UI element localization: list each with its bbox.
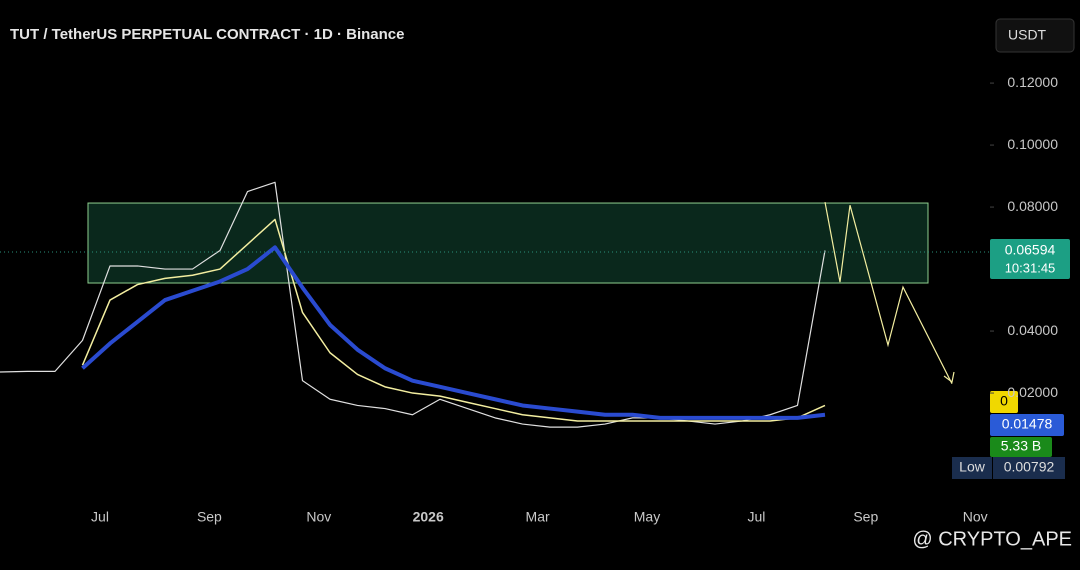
blue-value: 0.01478	[1002, 416, 1053, 432]
countdown: 10:31:45	[1005, 260, 1056, 275]
price-series	[81, 218, 826, 422]
yellow-badge	[990, 391, 1018, 413]
last-price-badge	[990, 239, 1070, 279]
last-price: 0.06594	[1005, 242, 1056, 258]
title: TUT / TetherUS PERPETUAL CONTRACT · 1D ·…	[10, 26, 404, 43]
currency-button[interactable]	[995, 18, 1075, 53]
low-tag	[952, 457, 992, 479]
watermark: @ CRYPTO_APE	[912, 528, 1072, 550]
x-label: May	[634, 509, 660, 525]
x-label: Sep	[197, 509, 222, 525]
x-label: Nov	[306, 509, 331, 525]
y-tick-label: 0.02000	[1007, 384, 1058, 400]
low-badge	[993, 457, 1065, 479]
x-label: 2026	[413, 509, 444, 525]
low-label: Low	[959, 459, 986, 475]
x-label: Jul	[747, 509, 765, 525]
y-tick-label: 0.04000	[1007, 322, 1058, 338]
volume-badge	[990, 437, 1052, 457]
blue-badge	[990, 414, 1064, 436]
projection-arrow	[943, 371, 955, 384]
currency-label[interactable]: USDT	[1008, 27, 1047, 43]
price-series	[81, 245, 826, 420]
zone-box	[87, 202, 929, 284]
y-tick-label: 0.08000	[1007, 198, 1058, 214]
projection-line	[824, 201, 953, 385]
yellow-value: 0	[1000, 393, 1008, 409]
x-label: Mar	[526, 509, 550, 525]
x-label: Sep	[853, 509, 878, 525]
volume-value: 5.33 B	[1001, 438, 1041, 454]
x-label: Nov	[963, 509, 988, 525]
x-label: Jul	[91, 509, 109, 525]
y-tick-label: 0.10000	[1007, 136, 1058, 152]
low-value: 0.00792	[1004, 459, 1055, 475]
y-tick-label: 0.12000	[1007, 74, 1058, 90]
